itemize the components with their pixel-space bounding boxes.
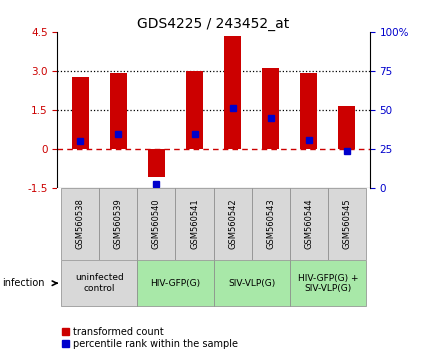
- Text: HIV-GFP(G): HIV-GFP(G): [150, 279, 201, 288]
- Bar: [290, 260, 366, 306]
- Bar: [148, 149, 165, 177]
- Bar: [137, 188, 176, 260]
- Bar: [61, 260, 137, 306]
- Text: SIV-VLP(G): SIV-VLP(G): [228, 279, 275, 288]
- Bar: [72, 77, 89, 149]
- Bar: [110, 73, 127, 149]
- Bar: [262, 68, 279, 149]
- Text: GSM560544: GSM560544: [304, 199, 313, 249]
- Bar: [137, 260, 214, 306]
- Text: GSM560538: GSM560538: [76, 199, 85, 249]
- Text: GSM560542: GSM560542: [228, 199, 237, 249]
- Text: GSM560539: GSM560539: [114, 199, 123, 249]
- Bar: [214, 260, 290, 306]
- Text: infection: infection: [2, 278, 45, 288]
- Bar: [99, 188, 137, 260]
- Text: GSM560541: GSM560541: [190, 199, 199, 249]
- Bar: [338, 106, 355, 149]
- Text: GSM560545: GSM560545: [343, 199, 351, 249]
- Bar: [176, 188, 214, 260]
- Bar: [300, 73, 317, 149]
- Bar: [290, 188, 328, 260]
- Text: GSM560543: GSM560543: [266, 199, 275, 249]
- Text: HIV-GFP(G) +
SIV-VLP(G): HIV-GFP(G) + SIV-VLP(G): [298, 274, 358, 293]
- Bar: [61, 188, 99, 260]
- Text: uninfected
control: uninfected control: [75, 274, 124, 293]
- Title: GDS4225 / 243452_at: GDS4225 / 243452_at: [137, 17, 290, 31]
- Bar: [252, 188, 290, 260]
- Bar: [186, 71, 203, 149]
- Legend: transformed count, percentile rank within the sample: transformed count, percentile rank withi…: [62, 327, 238, 349]
- Text: GSM560540: GSM560540: [152, 199, 161, 249]
- Bar: [214, 188, 252, 260]
- Bar: [328, 188, 366, 260]
- Bar: [224, 36, 241, 149]
